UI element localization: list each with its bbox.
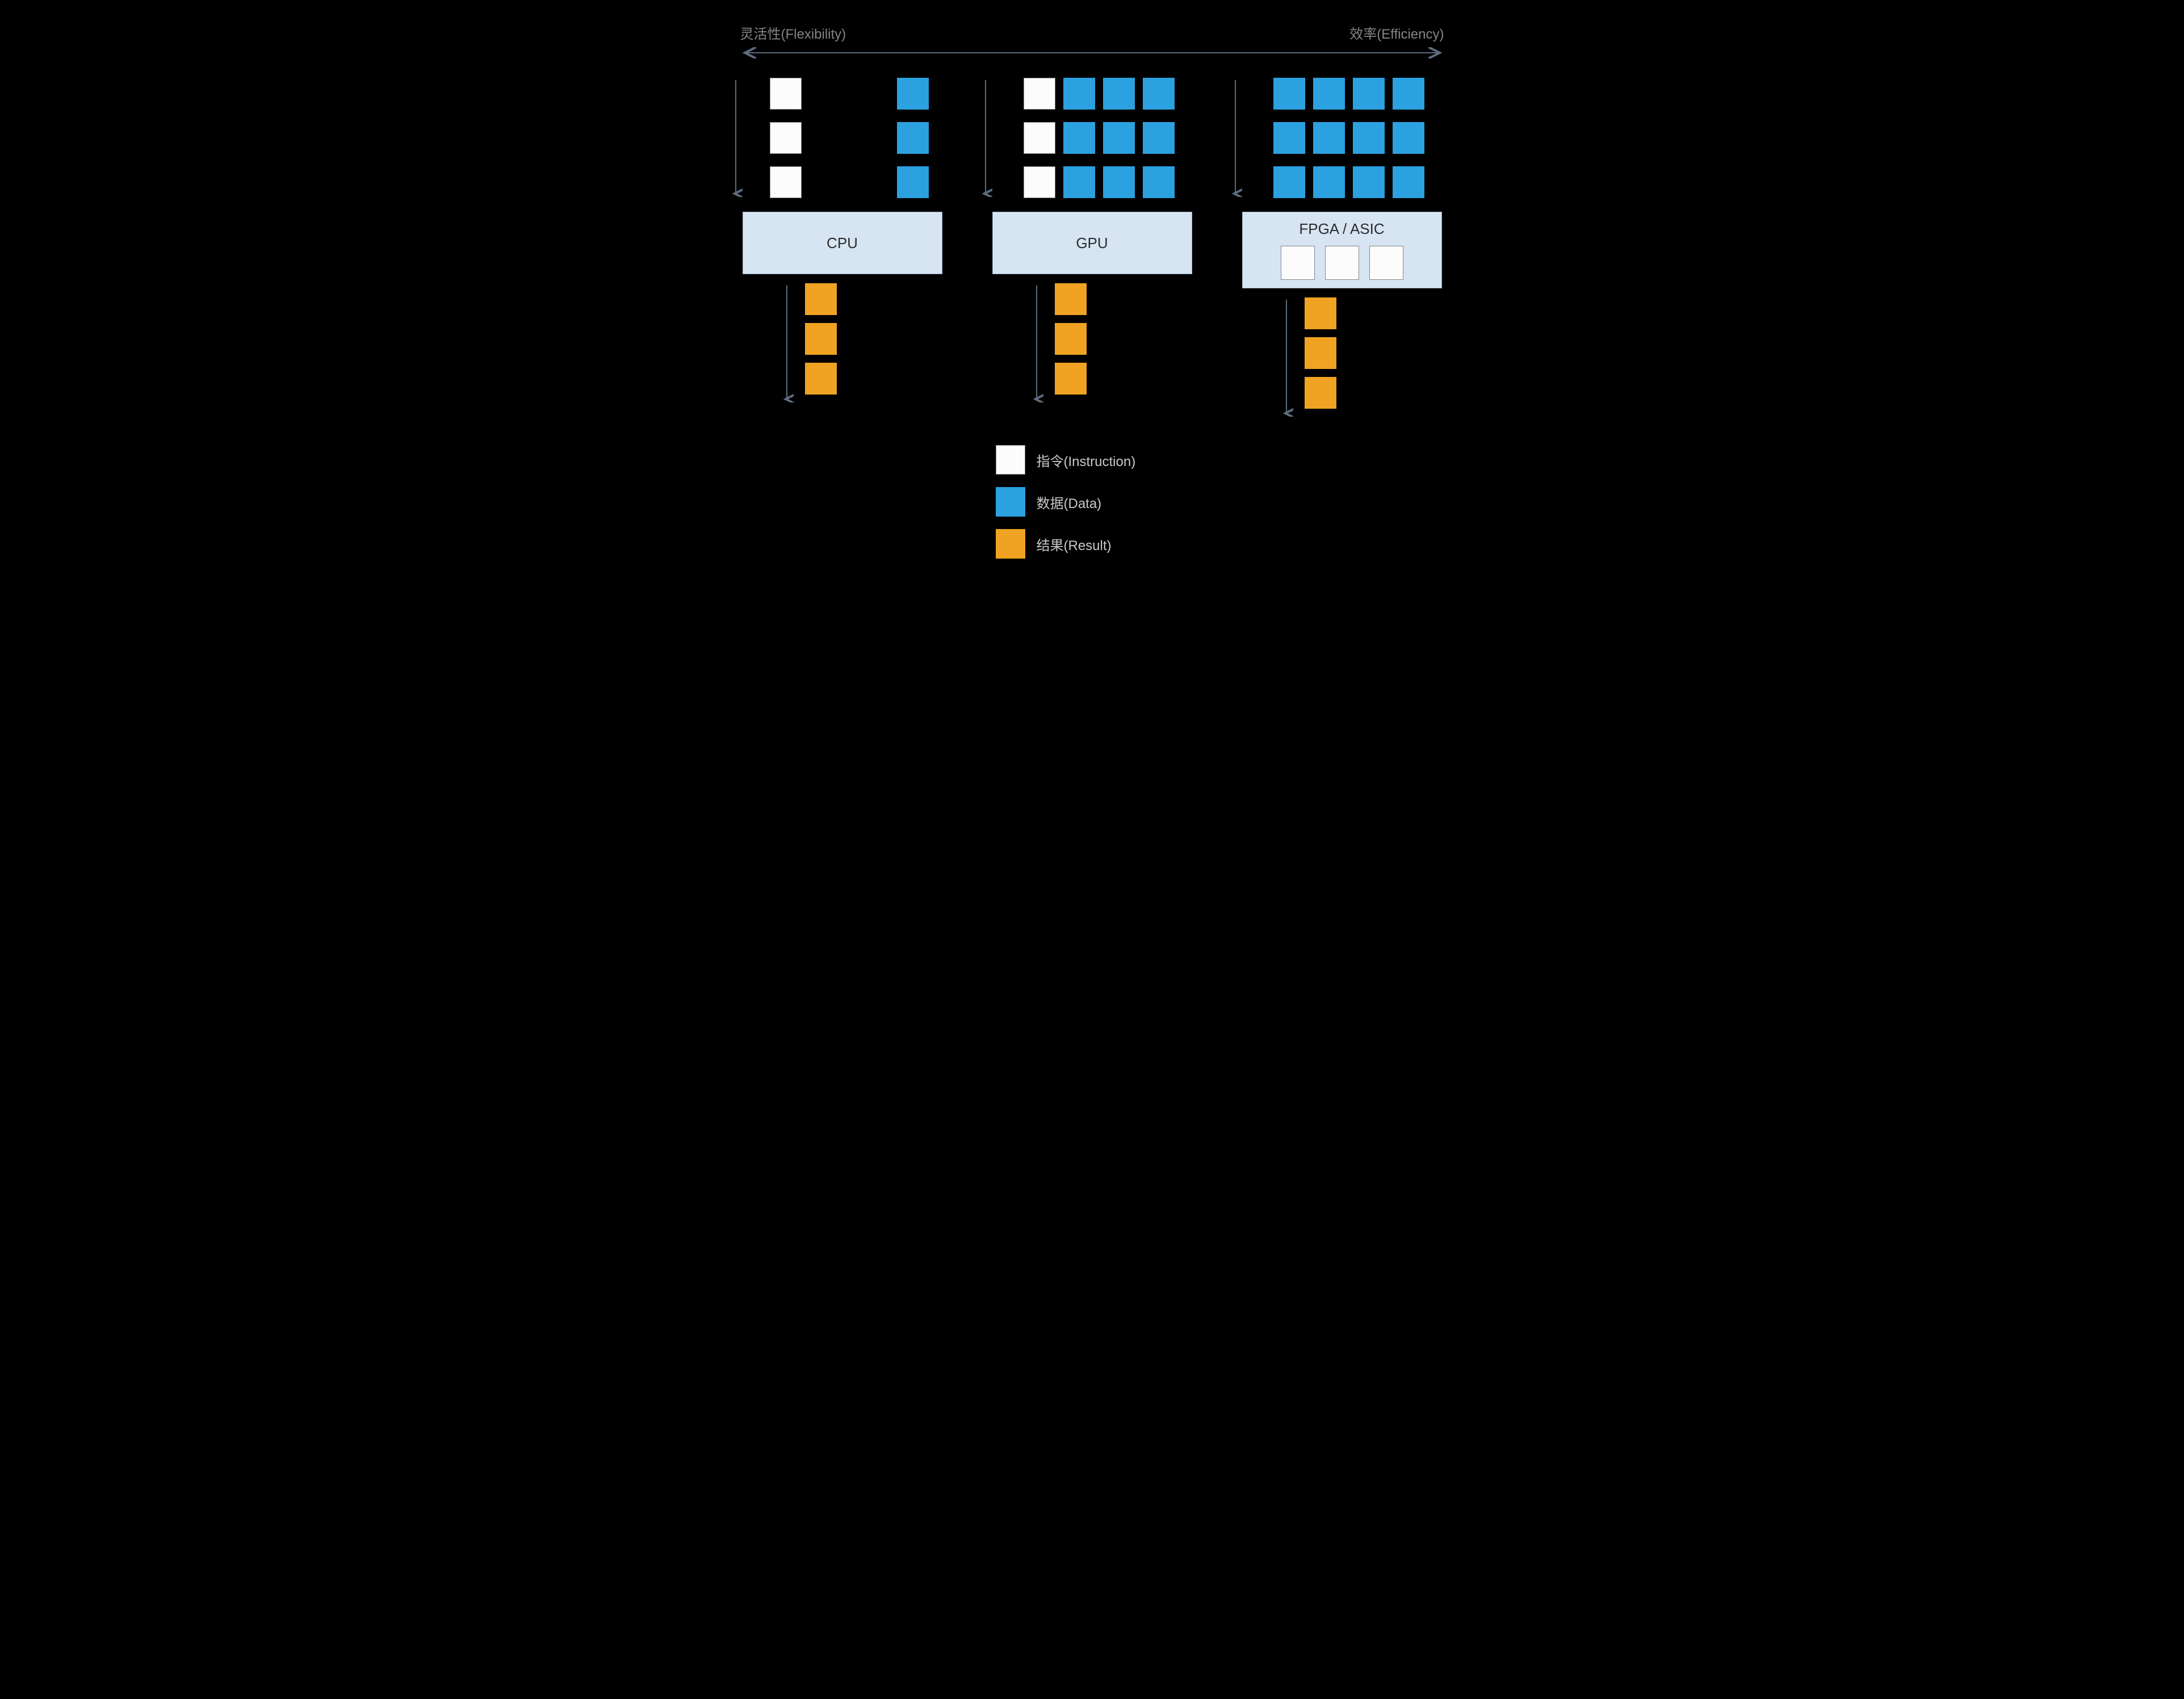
legend-swatch-instruction bbox=[996, 445, 1025, 475]
data-cell bbox=[1313, 78, 1345, 110]
embedded-instructions bbox=[1248, 246, 1436, 280]
data-cell bbox=[1393, 166, 1424, 198]
data-cell bbox=[1273, 166, 1305, 198]
output-row bbox=[729, 283, 956, 408]
processor-box-fpga: FPGA / ASIC bbox=[1242, 212, 1442, 288]
instruction-cell bbox=[1325, 246, 1359, 280]
data-cell bbox=[1313, 166, 1345, 198]
data-cell bbox=[1143, 78, 1175, 110]
data-cell bbox=[1103, 166, 1135, 198]
legend-row-data: 数据(Data) bbox=[996, 487, 1189, 517]
input-arrow-icon bbox=[729, 78, 743, 203]
instruction-cell bbox=[1024, 78, 1055, 110]
instruction-cell bbox=[770, 122, 802, 154]
result-stack bbox=[1055, 283, 1087, 408]
result-cell bbox=[1305, 297, 1336, 329]
processor-column-cpu: CPU bbox=[729, 78, 956, 422]
result-cell bbox=[805, 283, 837, 315]
output-arrow-icon bbox=[1280, 297, 1293, 422]
processor-box-cpu: CPU bbox=[743, 212, 942, 274]
instruction-cell bbox=[770, 78, 802, 110]
data-cell bbox=[1273, 78, 1305, 110]
input-grid bbox=[770, 78, 929, 203]
data-cell bbox=[1393, 122, 1424, 154]
processor-columns: CPU GPU FPGA / ASIC bbox=[729, 78, 1456, 422]
input-grid bbox=[1273, 78, 1424, 203]
output-row bbox=[979, 283, 1206, 408]
output-arrow-icon bbox=[1030, 283, 1043, 408]
instruction-cell bbox=[1369, 246, 1403, 280]
data-cell bbox=[1353, 78, 1385, 110]
input-row bbox=[979, 78, 1206, 203]
axis-left-label: 灵活性(Flexibility) bbox=[740, 23, 846, 43]
input-row bbox=[1229, 78, 1456, 203]
instruction-cell bbox=[770, 166, 802, 198]
legend-label: 结果(Result) bbox=[1037, 534, 1112, 554]
data-cell bbox=[1063, 122, 1095, 154]
result-cell bbox=[1055, 283, 1087, 315]
processor-box-gpu: GPU bbox=[992, 212, 1192, 274]
result-stack bbox=[805, 283, 837, 408]
axis-right-label: 效率(Efficiency) bbox=[1349, 23, 1444, 43]
result-cell bbox=[1055, 323, 1087, 355]
processor-column-fpga: FPGA / ASIC bbox=[1229, 78, 1456, 422]
input-grid bbox=[1024, 78, 1175, 203]
axis-labels: 灵活性(Flexibility) 效率(Efficiency) bbox=[729, 23, 1456, 47]
output-row bbox=[1229, 297, 1456, 422]
legend-swatch-data bbox=[996, 487, 1025, 517]
instruction-cell bbox=[1281, 246, 1315, 280]
result-cell bbox=[1305, 377, 1336, 409]
data-cell bbox=[1353, 166, 1385, 198]
data-cell bbox=[1393, 78, 1424, 110]
processor-label: FPGA / ASIC bbox=[1248, 220, 1436, 238]
processor-label: CPU bbox=[827, 234, 858, 252]
data-cell bbox=[1143, 166, 1175, 198]
output-arrow-icon bbox=[780, 283, 794, 408]
horizontal-axis-arrow bbox=[740, 47, 1444, 49]
legend-label: 数据(Data) bbox=[1037, 492, 1102, 512]
architecture-diagram: 灵活性(Flexibility) 效率(Efficiency) CPU bbox=[729, 23, 1456, 559]
data-cell bbox=[897, 78, 929, 110]
result-stack bbox=[1305, 297, 1336, 422]
data-cell bbox=[1103, 122, 1135, 154]
instruction-cell bbox=[1024, 166, 1055, 198]
data-cell bbox=[1353, 122, 1385, 154]
data-cell bbox=[897, 166, 929, 198]
data-cell bbox=[1273, 122, 1305, 154]
input-arrow-icon bbox=[979, 78, 992, 203]
data-cell bbox=[1313, 122, 1345, 154]
data-cell bbox=[1103, 78, 1135, 110]
legend: 指令(Instruction) 数据(Data) 结果(Result) bbox=[729, 445, 1456, 559]
data-cell bbox=[897, 122, 929, 154]
data-cell bbox=[1143, 122, 1175, 154]
processor-label: GPU bbox=[1076, 234, 1108, 252]
instruction-cell bbox=[1024, 122, 1055, 154]
data-cell bbox=[1063, 78, 1095, 110]
result-cell bbox=[1305, 337, 1336, 369]
legend-label: 指令(Instruction) bbox=[1037, 450, 1136, 470]
processor-column-gpu: GPU bbox=[979, 78, 1206, 422]
legend-row-instruction: 指令(Instruction) bbox=[996, 445, 1189, 475]
result-cell bbox=[1055, 363, 1087, 395]
legend-swatch-result bbox=[996, 529, 1025, 559]
input-row bbox=[729, 78, 956, 203]
data-cell bbox=[1063, 166, 1095, 198]
result-cell bbox=[805, 323, 837, 355]
input-arrow-icon bbox=[1229, 78, 1242, 203]
legend-row-result: 结果(Result) bbox=[996, 529, 1189, 559]
result-cell bbox=[805, 363, 837, 395]
